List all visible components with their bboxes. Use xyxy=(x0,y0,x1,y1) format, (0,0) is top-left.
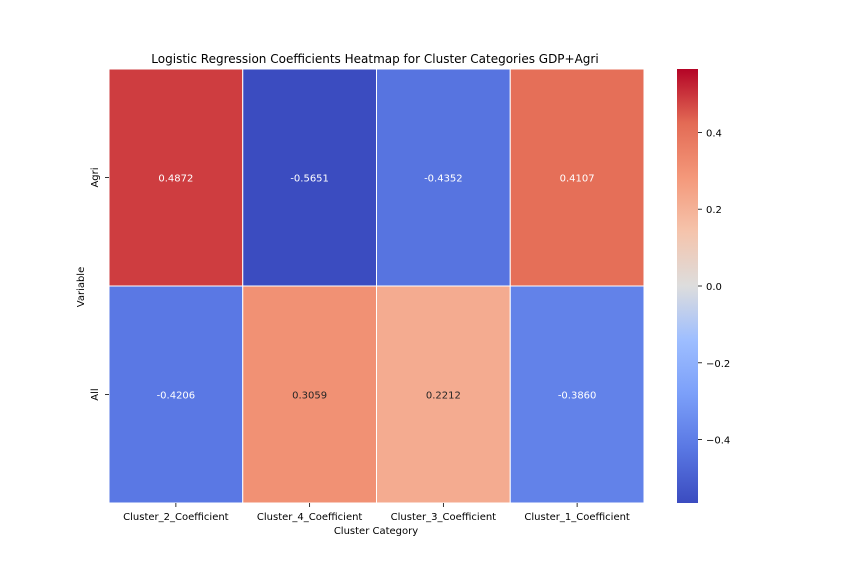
cell-annotation: 0.2212 xyxy=(426,391,461,402)
colorbar-tick-label: −0.4 xyxy=(706,436,730,447)
cell-annotation: 0.4107 xyxy=(560,174,595,185)
heatmap-cell xyxy=(242,285,377,504)
heatmap-cell xyxy=(108,68,244,287)
heatmap-cell xyxy=(509,68,645,287)
y-tick-label: All xyxy=(90,388,101,400)
cell-annotation: -0.4352 xyxy=(424,174,463,185)
x-axis-label: Cluster Category xyxy=(334,526,418,537)
heatmap-annotations: 0.4872 -0.5651 -0.4352 0.4107 -0.4206 0.3059 0… xyxy=(157,174,597,402)
heatmap-cell xyxy=(376,285,511,504)
heatmap-cells xyxy=(108,68,645,504)
x-tick-label: Cluster_4_Coefficient xyxy=(257,512,363,523)
cell-annotation: -0.3860 xyxy=(558,391,597,402)
colorbar-tick-label: 0.4 xyxy=(706,128,722,139)
cell-annotation: 0.4872 xyxy=(158,174,193,185)
x-tick-label: Cluster_2_Coefficient xyxy=(123,512,229,523)
heatmap-cell xyxy=(242,68,377,287)
colorbar-tick-label: −0.2 xyxy=(706,359,730,370)
cell-annotation: -0.4206 xyxy=(157,391,196,402)
cell-annotation: 0.3059 xyxy=(292,391,327,402)
x-tick-labels: Cluster_2_Coefficient Cluster_4_Coefficie… xyxy=(123,503,630,523)
colorbar xyxy=(677,69,698,503)
heatmap-cell xyxy=(376,68,511,287)
y-tick-label: Agri xyxy=(90,167,101,187)
colorbar-tick-label: 0.2 xyxy=(706,205,722,216)
x-tick-label: Cluster_3_Coefficient xyxy=(391,512,497,523)
y-axis-label: Variable xyxy=(76,267,87,308)
colorbar-tick-label: 0.0 xyxy=(706,282,722,293)
cell-annotation: -0.5651 xyxy=(290,174,329,185)
chart-title: Logistic Regression Coefficients Heatmap… xyxy=(151,52,598,66)
y-tick-labels: Agri All xyxy=(90,167,109,401)
heatmap-cell xyxy=(509,285,645,504)
colorbar-ticks: 0.4 0.2 0.0 −0.2 −0.4 xyxy=(698,128,730,447)
heatmap-cell xyxy=(108,285,244,504)
x-tick-label: Cluster_1_Coefficient xyxy=(524,512,630,523)
